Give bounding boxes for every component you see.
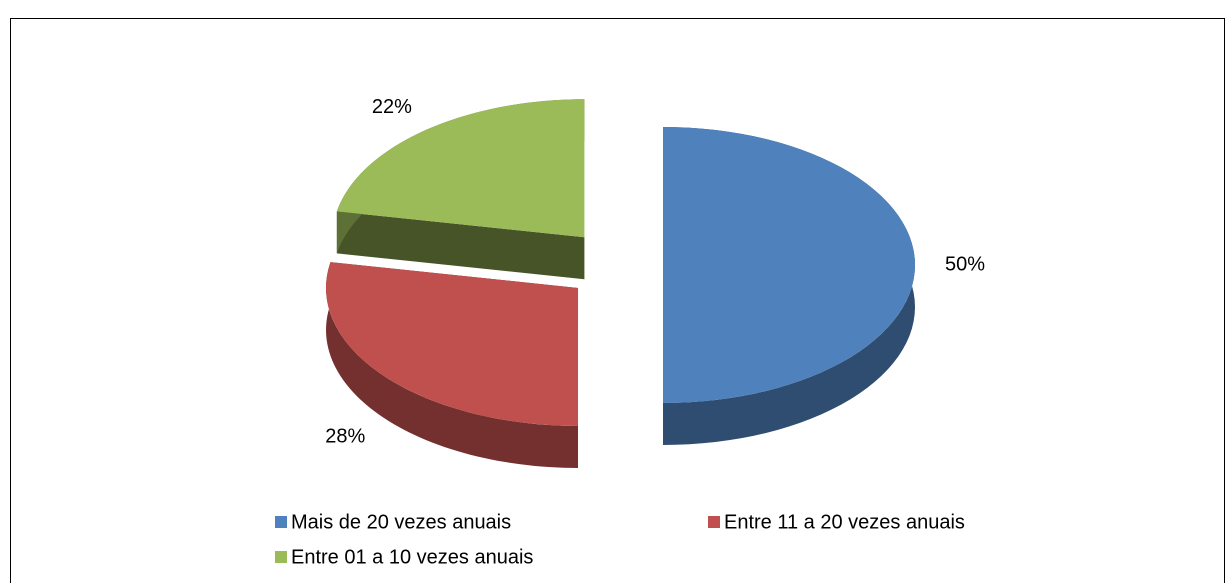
slice bbox=[663, 127, 915, 403]
slice-side bbox=[326, 262, 579, 468]
chart-frame bbox=[10, 18, 1225, 583]
slice bbox=[336, 99, 585, 238]
data-label: 22% bbox=[372, 96, 412, 118]
legend-swatch bbox=[275, 516, 287, 528]
data-label: 28% bbox=[325, 425, 365, 447]
data-label: 50% bbox=[945, 253, 985, 275]
legend-swatch bbox=[275, 551, 287, 563]
slice-side bbox=[336, 211, 585, 280]
legend-label: Entre 11 a 20 vezes anuais bbox=[724, 511, 965, 533]
legend-label: Mais de 20 vezes anuais bbox=[291, 511, 511, 533]
legend-swatch bbox=[708, 516, 720, 528]
slice bbox=[326, 262, 579, 426]
legend-label: Entre 01 a 10 vezes anuais bbox=[291, 546, 533, 568]
